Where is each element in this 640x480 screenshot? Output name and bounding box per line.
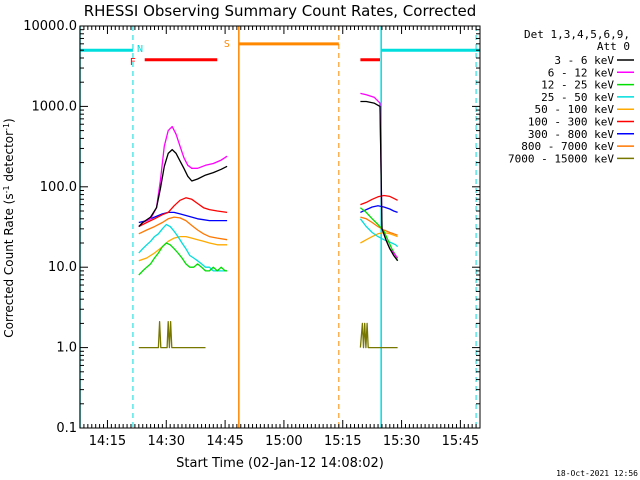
series-line-3-6-kev [138, 148, 228, 228]
y-axis-label-main: Corrected Count Rate (s [2, 193, 16, 337]
legend-title-line-1: Det 1,3,4,5,6,9, [524, 28, 630, 41]
series-line-25-50-kev [359, 218, 399, 248]
legend-label: 12 - 25 keV [541, 79, 614, 92]
x-tick-label: 15:30 [383, 434, 420, 449]
series-line-7000-15000-kev [138, 321, 206, 349]
y-tick-label: 10.0 [48, 260, 77, 275]
legend-label: 100 - 300 keV [528, 116, 614, 129]
night-flag-label: N [137, 44, 143, 55]
y-tick-label: 0.1 [56, 421, 77, 436]
legend-title-line-2: Att 0 [597, 40, 630, 53]
saa-flag-label: S [224, 39, 230, 50]
x-tick-label: 14:30 [148, 434, 185, 449]
y-tick-label: 1000.0 [32, 99, 78, 114]
y-tick-label: 10000.0 [23, 19, 77, 34]
y-axis-label-tail: detector [2, 131, 16, 186]
y-axis-label-sup-1: -1 [2, 185, 11, 193]
series-line-100-300-kev [138, 197, 228, 228]
generation-timestamp: 18-Oct-2021 12:56 [556, 469, 638, 478]
x-tick-label: 15:45 [442, 434, 479, 449]
series-line-300-800-kev [360, 205, 398, 214]
x-tick-label: 15:15 [324, 434, 361, 449]
x-axis-label: Start Time (02-Jan-12 14:08:02) [176, 456, 384, 471]
x-tick-label: 15:00 [265, 434, 302, 449]
series-line-800-7000-kev [138, 216, 228, 241]
y-axis-label-end: ) [2, 118, 16, 123]
legend-label: 7000 - 15000 keV [508, 152, 614, 165]
axes: 0.1 1.0 10.0 100.0 1000.0 10000.0 14:15 14:30 14… [23, 19, 481, 449]
legend-label: 25 - 50 keV [541, 91, 614, 104]
chart-title: RHESSI Observing Summary Count Rates, Co… [84, 2, 477, 20]
series-line-100-300-kev [360, 194, 398, 206]
y-tick-label: 1.0 [56, 341, 77, 356]
axes-frame [79, 25, 481, 429]
series-line-6-12-kev [138, 125, 228, 228]
legend-label: 6 - 12 keV [548, 66, 615, 79]
legend-label: 800 - 7000 keV [521, 140, 614, 153]
x-tick-label: 14:15 [89, 434, 126, 449]
y-axis-label: Corrected Count Rate (s-1 detector-1) [2, 118, 16, 337]
legend-label: 300 - 800 keV [528, 128, 614, 141]
y-axis-label-sup-2: -1 [2, 123, 11, 131]
series-line-3-6-kev [360, 100, 399, 262]
legend-label: 3 - 6 keV [554, 54, 614, 67]
x-tick-label: 14:45 [206, 434, 243, 449]
legend-label: 50 - 100 keV [535, 103, 615, 116]
series-line-300-800-kev [138, 211, 228, 224]
series-line-50-100-kev [360, 231, 398, 244]
plot-area: NF S [79, 26, 480, 428]
y-tick-label: 100.0 [40, 180, 77, 195]
series-line-25-50-kev [138, 223, 228, 272]
flare-flag-label: F [130, 57, 136, 68]
series-line-7000-15000-kev [359, 322, 398, 349]
series-line-12-25-kev [138, 242, 228, 276]
series-line-50-100-kev [138, 235, 228, 262]
